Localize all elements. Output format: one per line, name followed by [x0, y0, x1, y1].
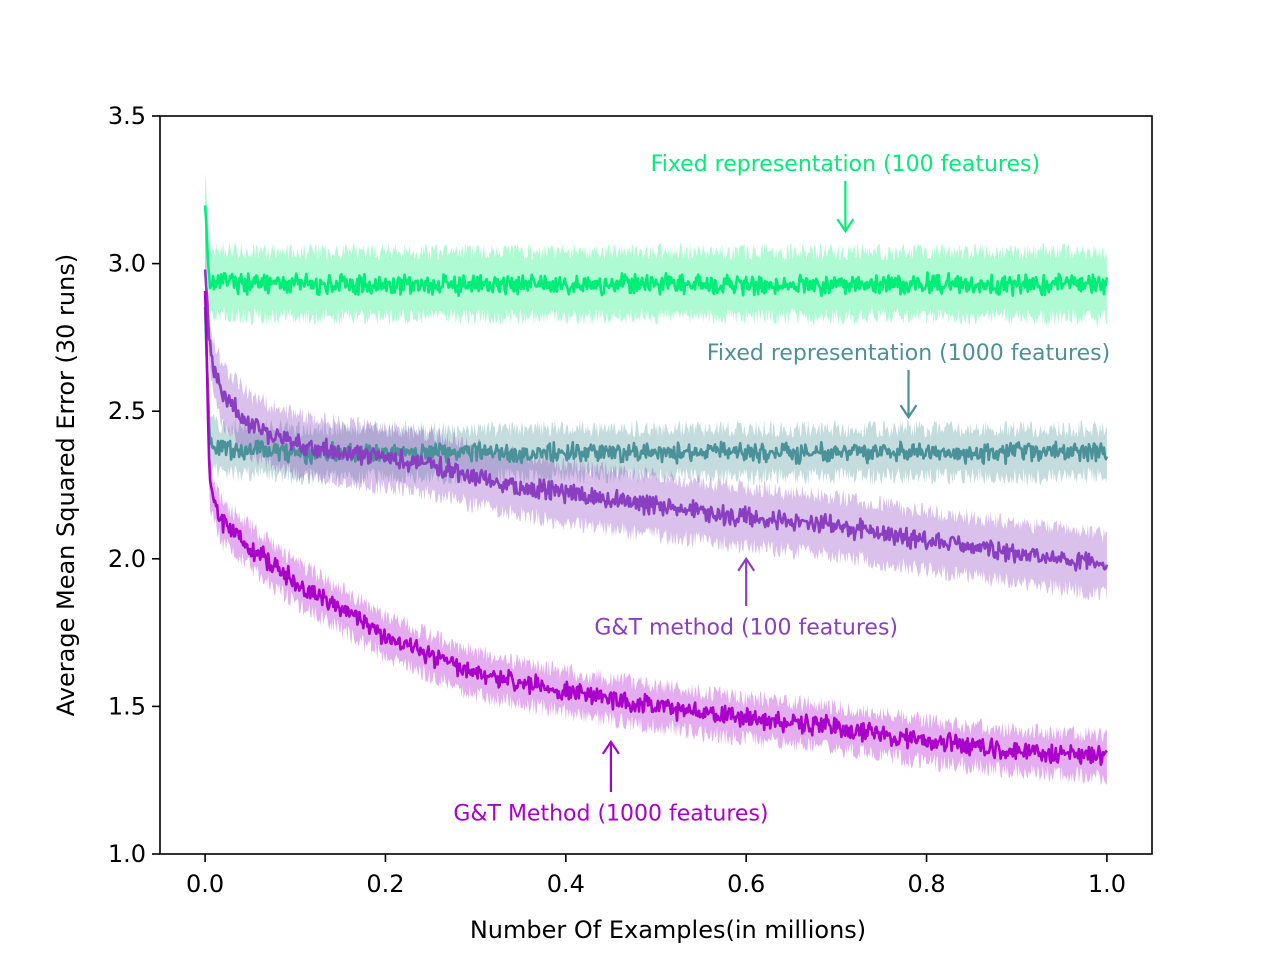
y-tick-label: 1.5: [108, 692, 146, 720]
series-band: [205, 172, 1107, 326]
x-tick-label: 1.0: [1088, 870, 1126, 898]
series-line: [203, 290, 1108, 767]
y-axis: 1.0 1.5 2.0 2.5 3.0 3.5: [108, 102, 160, 868]
x-axis-label: Number Of Examples(in millions): [470, 916, 866, 944]
series-line: [203, 306, 1109, 466]
series-line: [203, 269, 1109, 572]
annotation-arrowhead: [601, 739, 620, 755]
annotation-arrowhead: [737, 556, 756, 572]
x-tick-label: 0.4: [547, 870, 585, 898]
annotation-text: Fixed representation (1000 features): [707, 341, 1110, 366]
series-line: [203, 205, 1109, 298]
x-tick-label: 0.2: [366, 870, 404, 898]
annotations: Fixed representation (100 features) Fixed…: [453, 152, 1110, 826]
y-axis-label: Average Mean Squared Error (30 runs): [52, 254, 80, 716]
series-band: [205, 282, 1107, 485]
annotation-text: Fixed representation (100 features): [651, 152, 1040, 177]
x-axis: 0.0 0.2 0.4 0.6 0.8 1.0: [186, 854, 1126, 898]
confidence-bands: [205, 172, 1107, 786]
y-tick-label: 3.0: [108, 250, 146, 278]
plot-frame: [159, 115, 1153, 855]
x-tick-label: 0.6: [727, 870, 765, 898]
annotation-arrowhead: [899, 404, 918, 420]
x-tick-label: 0.0: [186, 870, 224, 898]
annotation-text: G&T method (100 features): [594, 616, 898, 641]
x-tick-label: 0.8: [907, 870, 945, 898]
series-band: [205, 229, 1107, 602]
annotation-arrowhead: [836, 218, 855, 234]
y-tick-label: 2.0: [108, 545, 146, 573]
annotation-text: G&T Method (1000 features): [453, 802, 768, 827]
y-tick-label: 2.5: [108, 397, 146, 425]
y-tick-label: 3.5: [108, 102, 146, 130]
y-tick-label: 1.0: [108, 840, 146, 868]
series-lines: [203, 205, 1109, 767]
